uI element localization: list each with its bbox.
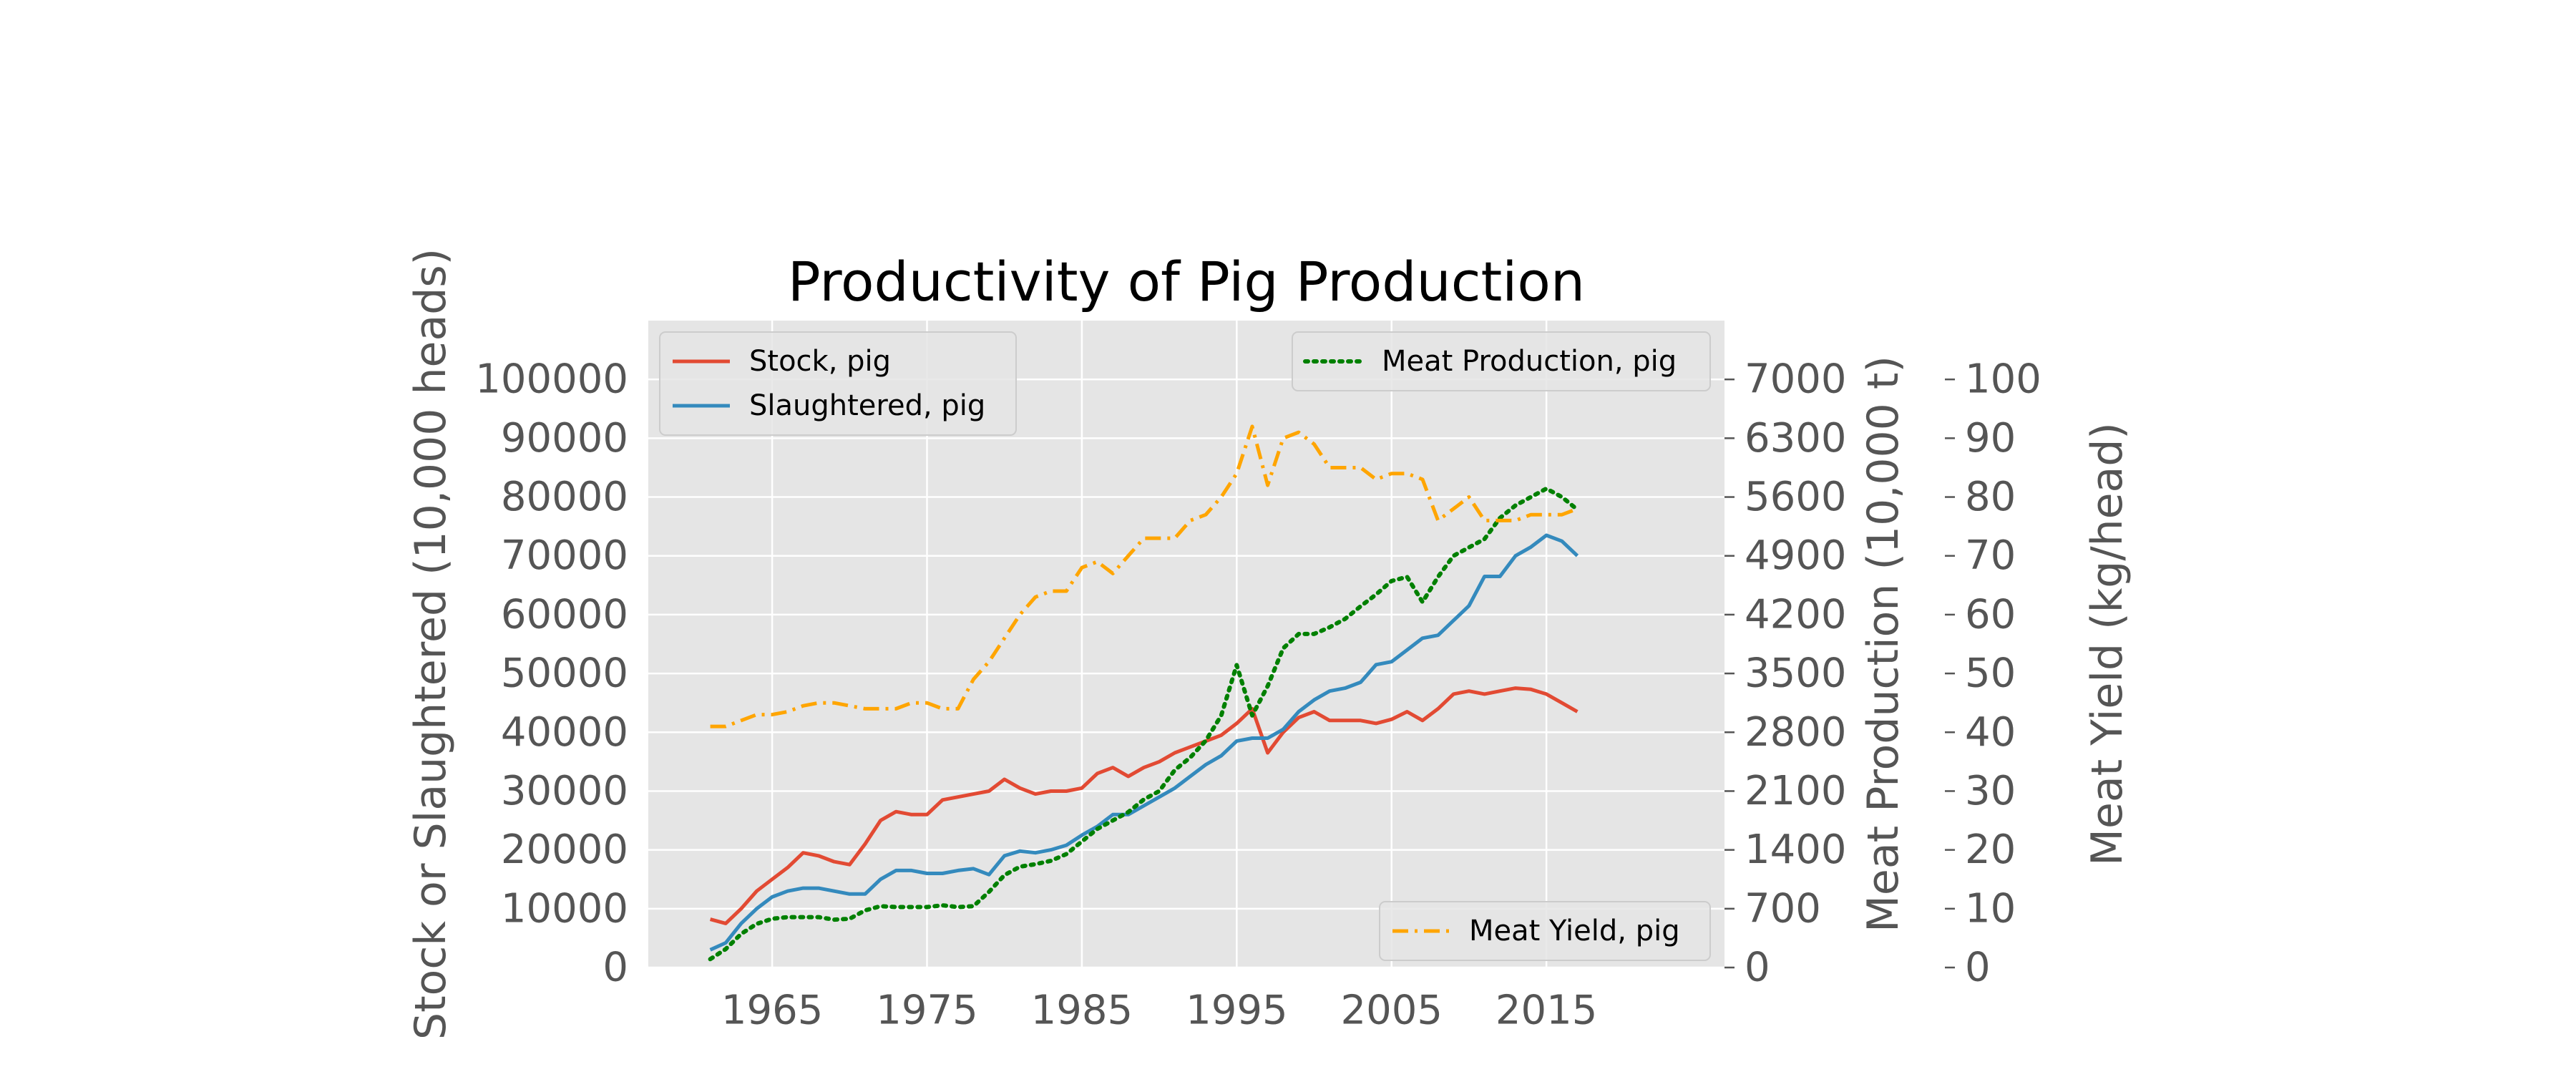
meat-yield-tick-label: 30 — [1965, 768, 2016, 814]
left-axis-ticks: 0 10000 20000 30000 40000 50000 60000 70000 8000… — [475, 356, 628, 991]
meat-yield-tick-label: 90 — [1965, 415, 2016, 462]
meat-production-axis-ticks: 0 700 1400 2100 2800 3500 4200 4900 5600 6300 7000 — [1724, 356, 1847, 991]
meat-production-tick-label: 4900 — [1745, 532, 1847, 579]
series-lines — [708, 424, 1580, 962]
legend-label: Stock, pig — [749, 345, 891, 378]
legend-frame — [1379, 901, 1711, 961]
series-line-meat-production-pig — [708, 486, 1580, 962]
legends: Stock, pig Slaughtered, pig Meat Productio… — [659, 331, 1711, 961]
left-tick-label: 80000 — [501, 474, 628, 520]
legend-lower-right: Meat Yield, pig — [1379, 901, 1711, 961]
left-tick-label: 100000 — [475, 356, 628, 403]
meat-production-axis-label: Meat Production (10,000 t) — [1858, 356, 1908, 932]
meat-yield-tick-label: 10 — [1965, 885, 2016, 932]
legend-frame — [1292, 331, 1711, 391]
meat-production-tick-label: 4200 — [1745, 591, 1847, 638]
meat-production-tick-label: 700 — [1745, 885, 1821, 932]
x-axis-ticks: 1965 1975 1985 1995 2005 2015 — [721, 988, 1598, 1034]
meat-yield-tick-label: 0 — [1965, 945, 1991, 991]
meat-yield-tick-label: 20 — [1965, 827, 2016, 873]
meat-production-tick-label: 5600 — [1745, 474, 1847, 520]
x-tick-label: 2005 — [1340, 988, 1443, 1034]
meat-yield-axis-label: Meat Yield (kg/head) — [2082, 422, 2132, 866]
meat-yield-tick-label: 40 — [1965, 709, 2016, 756]
meat-yield-tick-label: 60 — [1965, 591, 2016, 638]
series-line-slaughtered-pig — [709, 533, 1579, 952]
legend-label: Slaughtered, pig — [749, 389, 985, 422]
meat-production-tick-label: 0 — [1745, 945, 1770, 991]
meat-production-tick-label: 2800 — [1745, 709, 1847, 756]
x-tick-label: 1975 — [876, 988, 978, 1034]
left-tick-label: 10000 — [501, 885, 628, 932]
x-tick-label: 1985 — [1031, 988, 1133, 1034]
series-line-stock-pig — [709, 686, 1579, 925]
legend-label: Meat Yield, pig — [1469, 915, 1680, 947]
meat-production-tick-label: 6300 — [1745, 415, 1847, 462]
left-tick-label: 20000 — [501, 827, 628, 873]
left-tick-label: 90000 — [501, 415, 628, 462]
legend-upper-right: Meat Production, pig — [1292, 331, 1711, 391]
meat-production-tick-label: 1400 — [1745, 827, 1847, 873]
x-tick-label: 1995 — [1186, 988, 1288, 1034]
meat-production-tick-label: 3500 — [1745, 650, 1847, 697]
x-tick-label: 2015 — [1496, 988, 1598, 1034]
left-tick-label: 40000 — [501, 709, 628, 756]
left-axis-label: Stock or Slaughtered (10,000 heads) — [406, 248, 456, 1040]
legend-label: Meat Production, pig — [1382, 345, 1677, 378]
meat-yield-axis-ticks: 0 10 20 30 40 50 60 70 80 90 100 — [1945, 356, 2041, 991]
x-tick-label: 1965 — [721, 988, 824, 1034]
left-tick-label: 70000 — [501, 532, 628, 579]
series-line-meat-yield-pig — [710, 424, 1579, 728]
meat-yield-tick-label: 100 — [1965, 356, 2041, 403]
meat-yield-tick-label: 50 — [1965, 650, 2016, 697]
meat-yield-tick-label: 80 — [1965, 474, 2016, 520]
left-tick-label: 60000 — [501, 591, 628, 638]
left-tick-label: 0 — [602, 945, 628, 991]
left-tick-label: 30000 — [501, 768, 628, 814]
meat-yield-tick-label: 70 — [1965, 532, 2016, 579]
legend-frame — [659, 331, 1017, 436]
meat-production-tick-label: 7000 — [1745, 356, 1847, 403]
legend-upper-left: Stock, pig Slaughtered, pig — [659, 331, 1017, 436]
left-tick-label: 50000 — [501, 650, 628, 697]
chart-title: Productivity of Pig Production — [788, 250, 1585, 313]
meat-production-tick-label: 2100 — [1745, 768, 1847, 814]
